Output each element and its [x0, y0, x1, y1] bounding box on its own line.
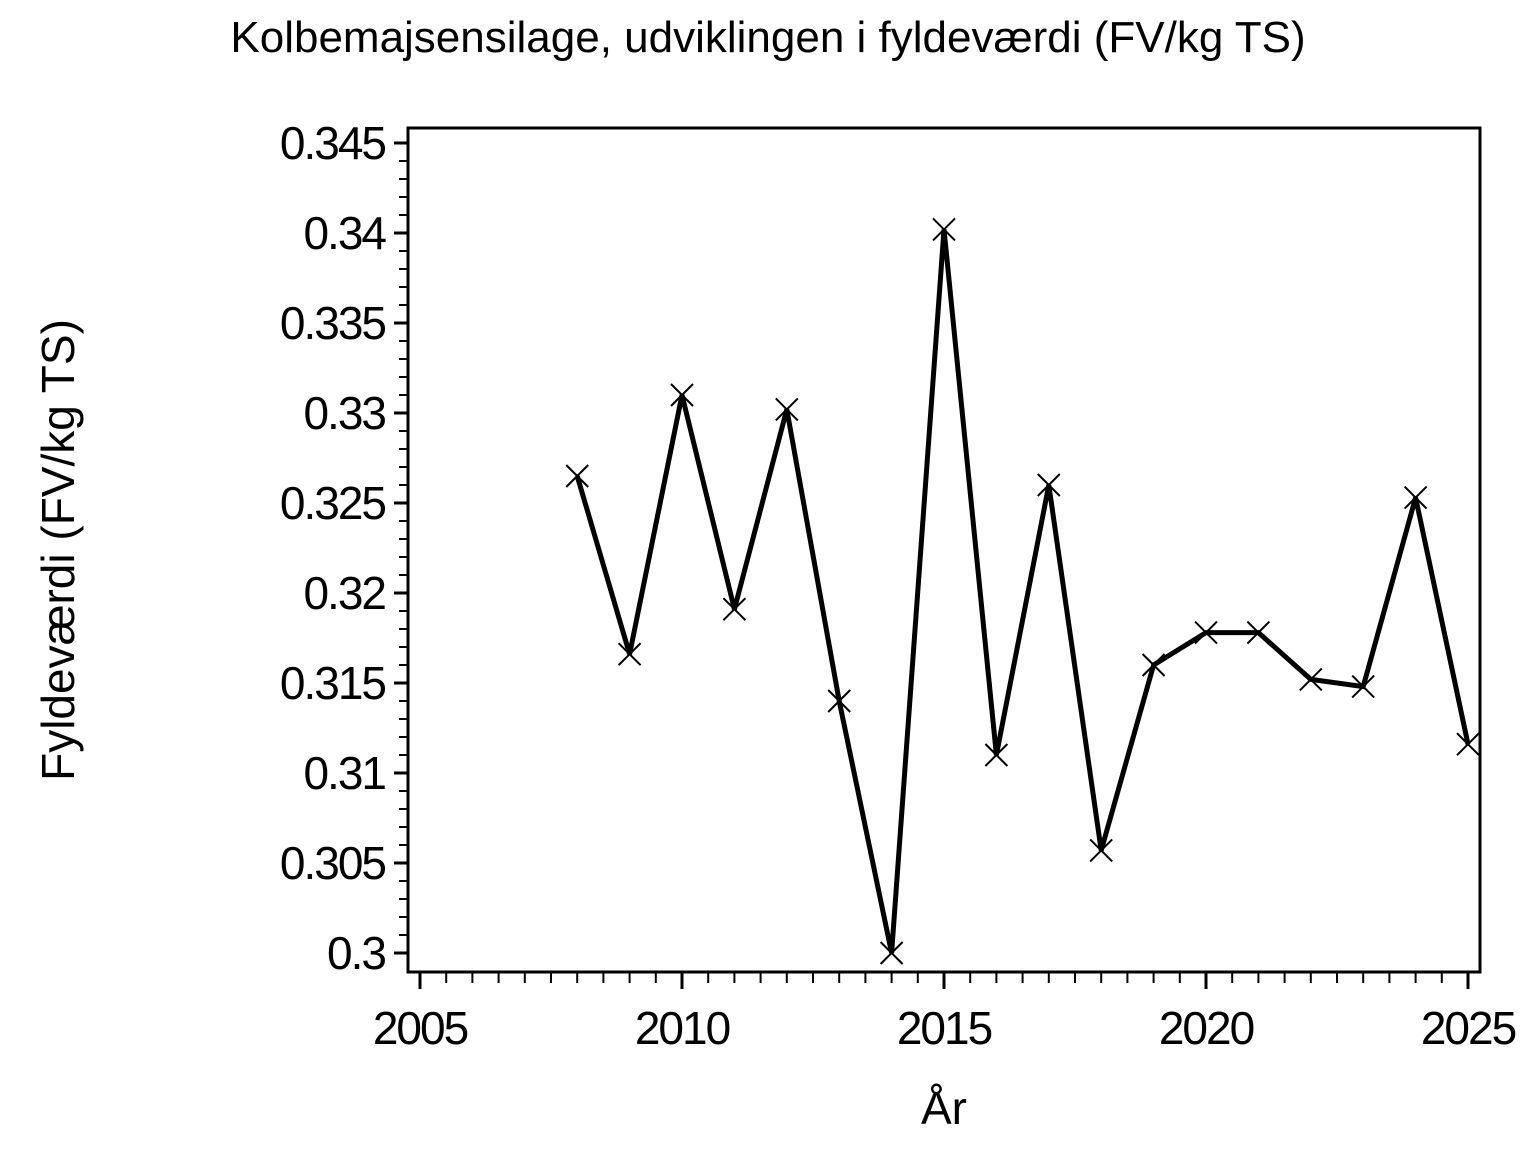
data-point-marker	[1299, 667, 1323, 692]
data-point-marker	[932, 217, 956, 242]
y-tick-label: 0.31	[303, 747, 385, 799]
y-tick-label: 0.315	[280, 657, 386, 709]
data-point-marker	[565, 464, 589, 488]
data-point-marker	[1246, 620, 1271, 645]
chart-title: Kolbemajsensilage, udviklingen i fyldevæ…	[230, 13, 1306, 62]
x-tick-label: 2015	[897, 1002, 992, 1054]
data-point-marker	[617, 642, 642, 666]
y-tick-label: 0.34	[303, 207, 386, 259]
y-axis-title: Fyldeværdi (FV/kg TS)	[32, 319, 84, 781]
data-point-marker	[775, 397, 799, 422]
data-point-marker	[670, 383, 694, 407]
data-point-marker	[1141, 653, 1166, 677]
data-point-marker	[1194, 620, 1218, 645]
y-tick-label: 0.305	[280, 837, 386, 889]
data-point-marker	[879, 941, 904, 965]
y-tick-label: 0.345	[280, 117, 386, 169]
data-point-marker	[722, 597, 747, 621]
y-tick-label: 0.3	[327, 927, 385, 979]
x-tick-label: 2010	[635, 1002, 730, 1054]
data-point-marker	[1456, 732, 1480, 756]
x-axis-title: År	[921, 1082, 967, 1134]
data-point-marker	[984, 743, 1009, 767]
data-point-marker	[1089, 838, 1113, 863]
data-point-marker	[827, 689, 851, 713]
y-tick-label: 0.32	[303, 567, 385, 619]
data-line	[574, 229, 1471, 954]
x-tick-label: 2005	[373, 1002, 468, 1054]
data-point-marker	[1403, 485, 1428, 510]
data-point-marker	[1037, 473, 1061, 497]
y-tick-label: 0.325	[280, 477, 386, 529]
x-tick-label: 2020	[1159, 1002, 1254, 1054]
y-tick-label: 0.335	[280, 297, 386, 349]
y-tick-label: 0.33	[303, 387, 385, 439]
data-point-marker	[1351, 674, 1375, 699]
x-tick-label: 2025	[1421, 1002, 1516, 1054]
